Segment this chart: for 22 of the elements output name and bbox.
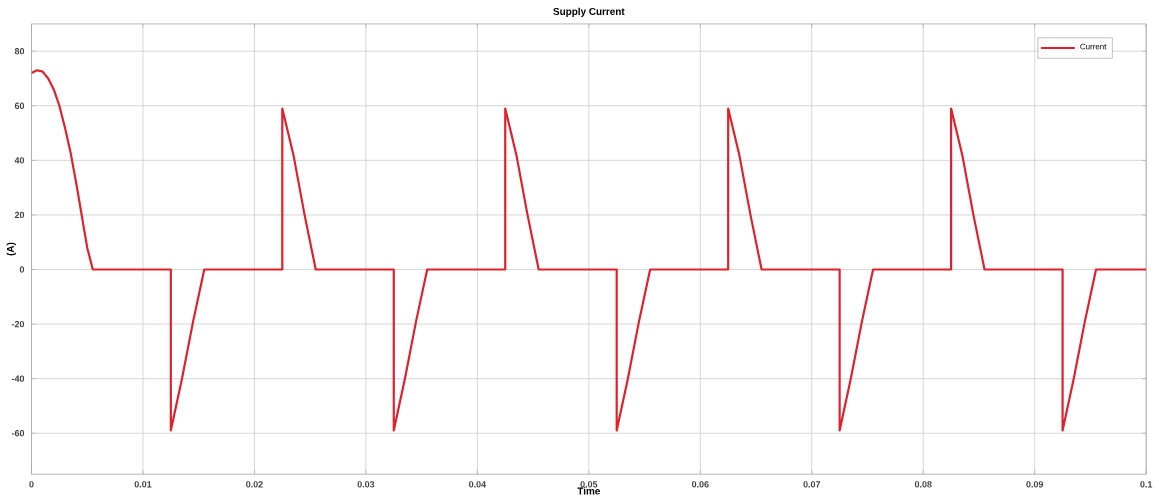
- x-tick-label: 0.05: [580, 481, 598, 488]
- y-axis-title: (A): [6, 242, 16, 256]
- y-tick-label: -60: [11, 430, 25, 437]
- x-tick-label: 0.03: [357, 481, 375, 488]
- y-tick-label: 20: [14, 211, 25, 219]
- y-tick-label: -20: [11, 320, 25, 328]
- y-tick-label: 80: [14, 48, 25, 55]
- chart-title: Supply Current: [553, 7, 625, 17]
- x-tick-label: 0: [29, 481, 34, 488]
- x-tick-label: 0.06: [691, 481, 709, 488]
- x-tick-label: 0.08: [914, 481, 932, 488]
- y-tick-label: 40: [14, 157, 25, 164]
- y-tick-label: 60: [14, 102, 25, 109]
- x-tick-label: 0.1: [1140, 481, 1153, 488]
- x-tick-label: 0.09: [1026, 481, 1044, 488]
- y-tick-label: -40: [11, 375, 25, 382]
- y-tick-label: 0: [19, 266, 25, 273]
- x-axis-title: Time: [577, 487, 601, 495]
- x-tick-label: 0.04: [469, 481, 487, 488]
- x-tick-label: 0.02: [246, 481, 263, 488]
- x-tick-label: 0.07: [803, 481, 821, 488]
- x-tick-label: 0.01: [134, 481, 152, 488]
